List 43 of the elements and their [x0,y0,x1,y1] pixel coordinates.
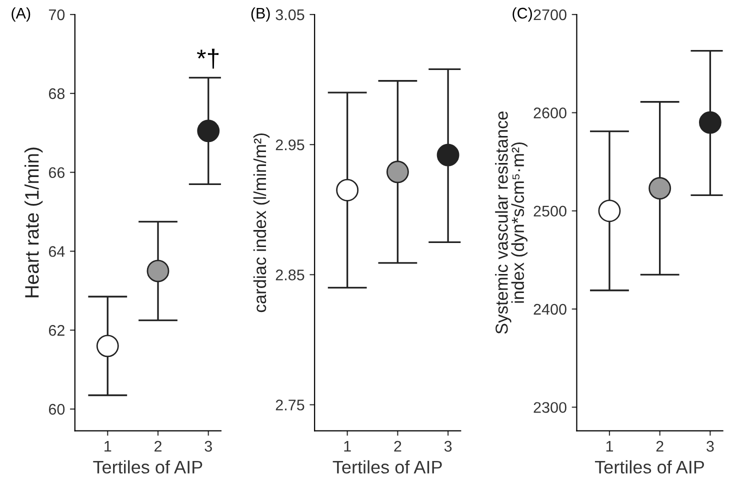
point [146,260,170,282]
point [386,160,409,184]
y-tick-label: 2.95 [276,139,304,150]
y-tick-label: 70 [48,9,65,20]
y-axis-title: Systemic vascular resistance index (dyn*s/cm⁵·m²) [495,111,528,334]
y-tick-label: 64 [48,246,65,257]
x-tick-label: 2 [154,440,162,452]
y-tick-label: 68 [48,88,65,100]
point [698,111,722,134]
y-tick-label: 2600 [534,108,566,118]
y-axis-title: cardiac index (l/min/m²) [253,134,270,312]
x-axis-title: Tertiles of AIP [93,460,202,474]
chart-title: (B) [251,7,270,22]
x-tick-label: 1 [104,441,112,452]
point [648,177,672,200]
y-tick-label: 2.85 [276,270,304,280]
x-tick-label: 1 [344,441,351,452]
y-tick-label: 3.05 [276,9,304,20]
y-tick-label: 66 [48,167,65,178]
point [96,334,119,358]
x-tick-label: 2 [656,440,664,452]
x-tick-label: 1 [606,441,613,452]
point [598,200,621,222]
chart-title: (C) [512,7,532,22]
x-axis-title: Tertiles of AIP [594,460,704,474]
x-tick-label: 3 [204,440,212,452]
y-tick-label: 60 [48,404,65,415]
x-axis-title: Tertiles of AIP [332,460,442,474]
y-tick-label: 2.75 [276,400,304,410]
y-tick-label: 2400 [534,304,566,315]
y-tick-label: 2700 [534,9,566,20]
point [336,178,359,202]
y-tick-label: 62 [48,325,64,336]
annotation: *† [196,48,219,69]
x-tick-label: 3 [706,440,714,452]
chart-title: (A) [12,7,30,22]
y-tick-label: 2500 [534,206,566,217]
x-tick-label: 3 [444,440,452,452]
y-tick-label: 2300 [534,402,566,413]
x-tick-label: 2 [394,440,402,452]
point [436,144,460,166]
y-axis-title: Heart rate (1/min) [24,148,43,298]
point [197,120,220,142]
